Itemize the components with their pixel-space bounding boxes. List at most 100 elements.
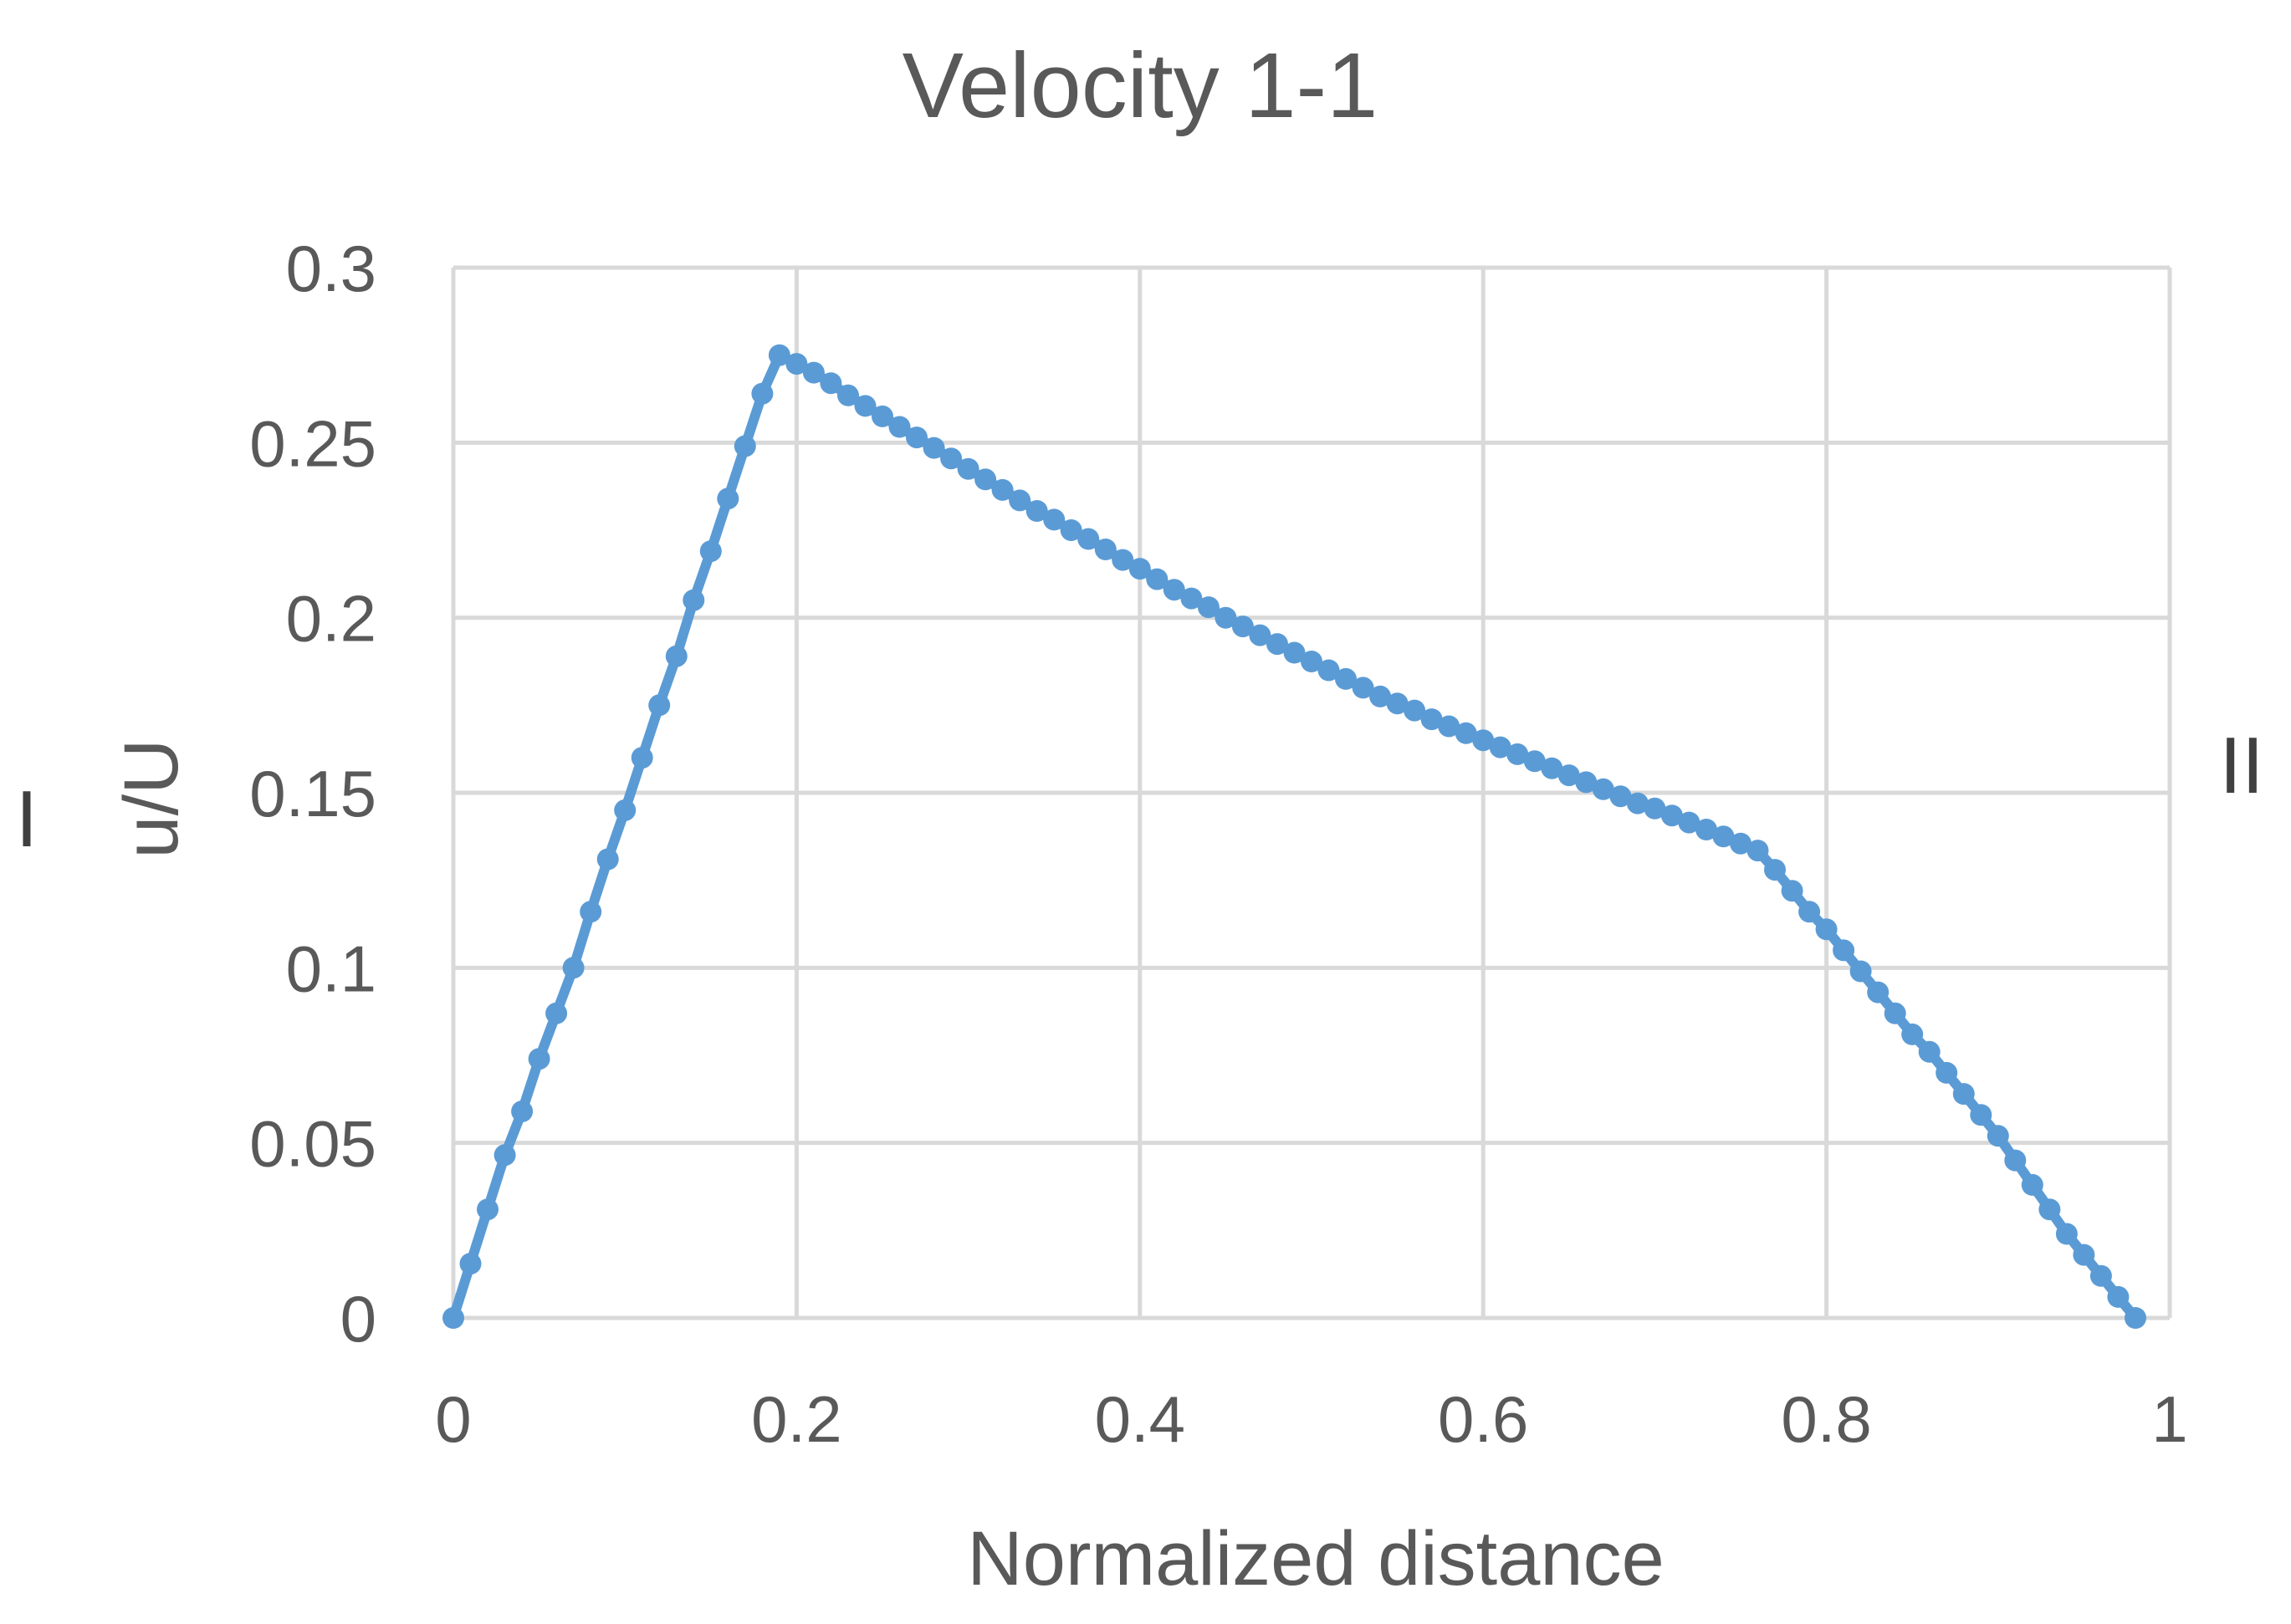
data-point (1849, 960, 1872, 983)
data-point (1077, 528, 1100, 550)
data-point (648, 694, 671, 717)
data-point (1541, 757, 1563, 779)
data-point (2038, 1198, 2061, 1221)
data-point (1266, 633, 1288, 656)
left-region-label: I (16, 774, 38, 864)
data-point (1404, 699, 1426, 722)
x-tick-label: 0.4 (1095, 1382, 1185, 1456)
data-point (562, 957, 585, 979)
data-point (1301, 651, 1322, 672)
data-point (820, 372, 842, 395)
data-point (1146, 568, 1169, 590)
x-axis-label: Normalized distance (967, 1516, 1664, 1601)
x-axis-ticks: 0 0.2 0.4 0.6 0.8 1 (435, 1382, 2187, 1456)
data-point (1112, 549, 1134, 571)
data-point (1060, 519, 1082, 541)
data-point (1489, 736, 1511, 758)
data-point (442, 1307, 464, 1329)
data-point (1025, 500, 1048, 522)
data-point (1043, 508, 1066, 531)
data-point (1970, 1104, 1992, 1126)
data-point (837, 384, 859, 406)
x-tick-label: 0.8 (1781, 1382, 1871, 1456)
data-point (717, 488, 739, 510)
data-point (1215, 606, 1237, 629)
y-tick-label: 0.2 (286, 582, 376, 656)
data-point (872, 405, 893, 427)
data-point (991, 478, 1014, 501)
right-region-label: II (2219, 721, 2263, 810)
data-point (1369, 685, 1392, 707)
data-point (1455, 722, 1477, 744)
data-point (1730, 832, 1751, 855)
data-point (2055, 1223, 2078, 1245)
data-point (1712, 825, 1735, 848)
data-point (1180, 587, 1203, 610)
data-point (1952, 1083, 1975, 1106)
series-line (448, 350, 2140, 1321)
data-point (1815, 918, 1838, 941)
data-point (1764, 859, 1786, 881)
y-tick-label: 0 (340, 1282, 376, 1356)
data-point (785, 353, 808, 375)
data-point (1626, 792, 1649, 815)
data-point (511, 1101, 534, 1122)
data-point (699, 540, 722, 563)
data-point (1695, 819, 1717, 840)
data-point (1987, 1125, 2009, 1147)
data-point (1609, 785, 1632, 808)
data-point (1867, 981, 1890, 1004)
x-tick-label: 0.2 (751, 1382, 841, 1456)
data-point (1128, 558, 1151, 580)
data-point (1523, 750, 1546, 773)
data-point (1660, 804, 1683, 827)
data-point (2073, 1244, 2095, 1266)
data-point (1901, 1023, 1924, 1045)
data-point (1317, 659, 1340, 682)
data-point (1557, 764, 1580, 787)
data-point (1798, 901, 1821, 923)
data-point (957, 457, 979, 480)
y-axis-ticks: 0 0.05 0.1 0.15 0.2 0.25 0.3 (249, 232, 376, 1356)
data-point (1746, 840, 1769, 862)
data-point (1249, 624, 1271, 646)
data-point (734, 435, 756, 457)
y-axis-label: u/U (109, 738, 194, 858)
data-point (1472, 729, 1495, 752)
y-tick-label: 0.1 (286, 932, 376, 1005)
data-point (1833, 939, 1855, 962)
data-point (631, 747, 653, 769)
data-point (2125, 1307, 2146, 1329)
data-point (888, 416, 911, 438)
data-point (580, 901, 602, 923)
data-point (1420, 708, 1443, 731)
data-point (665, 645, 688, 667)
data-point (1009, 489, 1031, 512)
data-point (2107, 1285, 2130, 1308)
data-point (1438, 715, 1460, 738)
y-tick-label: 0.05 (249, 1107, 376, 1181)
data-point (528, 1048, 550, 1070)
data-point (683, 589, 705, 611)
data-point (1884, 1002, 1906, 1024)
data-point (614, 799, 637, 821)
data-point (854, 395, 877, 417)
data-point (1781, 880, 1803, 902)
data-point (2004, 1149, 2027, 1172)
data-point (2021, 1173, 2043, 1196)
data-point (751, 382, 774, 405)
data-point (1094, 539, 1117, 560)
data-point (940, 447, 963, 470)
data-point (1592, 778, 1614, 800)
data-point (1506, 743, 1529, 765)
data-point (1163, 579, 1185, 601)
data-point (1352, 677, 1374, 699)
data-point (2089, 1264, 2112, 1287)
data-point (1197, 596, 1220, 619)
y-tick-label: 0.25 (249, 406, 376, 480)
chart-title: Velocity 1-1 (903, 34, 1378, 137)
data-point (923, 437, 945, 459)
data-point (906, 426, 928, 449)
data-point (493, 1144, 516, 1167)
